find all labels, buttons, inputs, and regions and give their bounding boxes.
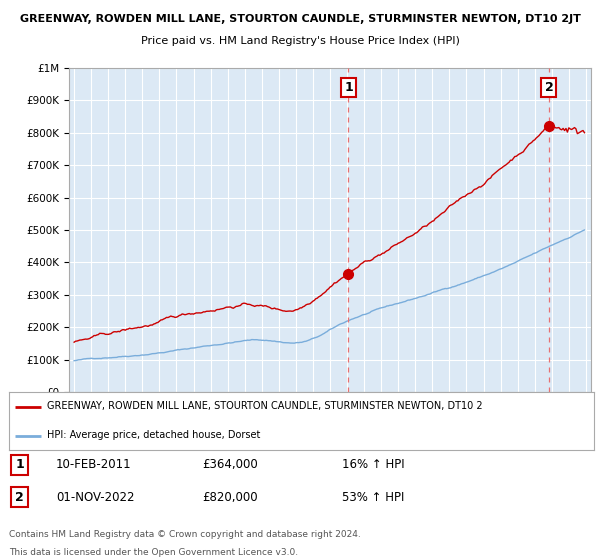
Text: 53% ↑ HPI: 53% ↑ HPI — [343, 491, 405, 504]
Text: HPI: Average price, detached house, Dorset: HPI: Average price, detached house, Dors… — [47, 431, 260, 441]
Text: 01-NOV-2022: 01-NOV-2022 — [56, 491, 134, 504]
Text: £364,000: £364,000 — [202, 458, 258, 472]
Text: 1: 1 — [344, 81, 353, 94]
Text: This data is licensed under the Open Government Licence v3.0.: This data is licensed under the Open Gov… — [9, 548, 298, 557]
Text: £820,000: £820,000 — [202, 491, 257, 504]
Text: 1: 1 — [15, 458, 24, 472]
Text: GREENWAY, ROWDEN MILL LANE, STOURTON CAUNDLE, STURMINSTER NEWTON, DT10 2: GREENWAY, ROWDEN MILL LANE, STOURTON CAU… — [47, 402, 482, 412]
Text: GREENWAY, ROWDEN MILL LANE, STOURTON CAUNDLE, STURMINSTER NEWTON, DT10 2JT: GREENWAY, ROWDEN MILL LANE, STOURTON CAU… — [20, 14, 580, 24]
Text: 16% ↑ HPI: 16% ↑ HPI — [343, 458, 405, 472]
Text: 2: 2 — [545, 81, 553, 94]
Text: 10-FEB-2011: 10-FEB-2011 — [56, 458, 131, 472]
Text: Price paid vs. HM Land Registry's House Price Index (HPI): Price paid vs. HM Land Registry's House … — [140, 36, 460, 46]
Text: Contains HM Land Registry data © Crown copyright and database right 2024.: Contains HM Land Registry data © Crown c… — [9, 530, 361, 539]
Text: 2: 2 — [15, 491, 24, 504]
